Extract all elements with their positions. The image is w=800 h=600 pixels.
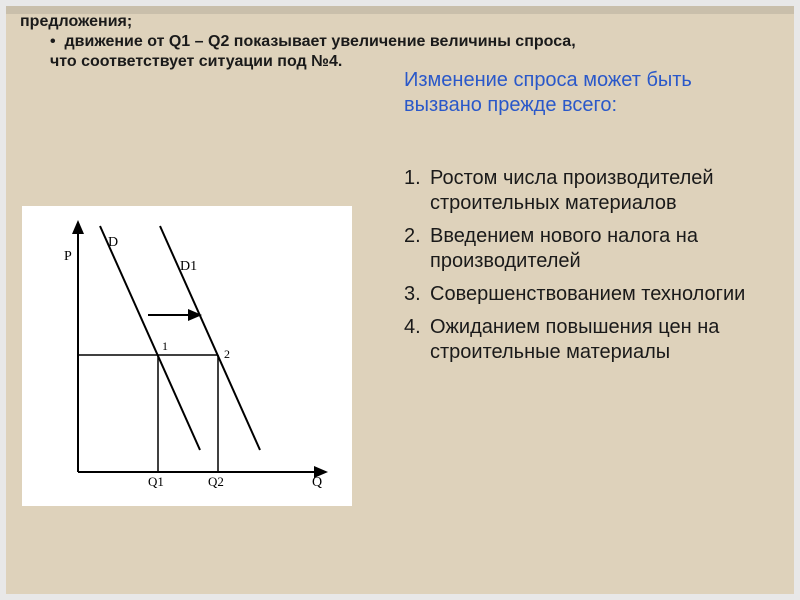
point-1-label: 1	[162, 339, 168, 353]
list-item-number: 3.	[404, 282, 430, 307]
list-item-text: Ожиданием повышения цен на строительные …	[430, 315, 774, 365]
answer-list: 1. Ростом числа производителей строитель…	[404, 166, 774, 373]
list-item-number: 2.	[404, 224, 430, 274]
list-item-text: Ростом числа производителей строительных…	[430, 166, 774, 216]
demand-chart: P Q D D1 1 2 Q1 Q2	[22, 206, 352, 506]
q2-label: Q2	[208, 474, 224, 489]
q1-label: Q1	[148, 474, 164, 489]
list-item-text: Совершенствованием технологии	[430, 282, 774, 307]
chart-inner: P Q D D1 1 2 Q1 Q2	[60, 220, 330, 490]
curve-d1	[160, 226, 260, 450]
top-text-block: предложения; • движение от Q1 – Q2 показ…	[20, 12, 580, 72]
curve-d1-label: D1	[180, 259, 197, 274]
curve-d-label: D	[108, 235, 118, 250]
y-axis-label: P	[64, 249, 72, 264]
overlay-heading: Изменение спроса может быть вызвано преж…	[404, 68, 704, 118]
list-item-text: Введением нового налога на производителе…	[430, 224, 774, 274]
list-item: 3. Совершенствованием технологии	[404, 282, 774, 307]
list-item: 4. Ожиданием повышения цен на строительн…	[404, 315, 774, 365]
x-axis-label: Q	[312, 475, 322, 490]
list-item: 1. Ростом числа производителей строитель…	[404, 166, 774, 216]
y-axis-arrowhead	[72, 220, 84, 234]
top-line2: движение от Q1 – Q2 показывает увеличени…	[50, 33, 576, 70]
slide: предложения; • движение от Q1 – Q2 показ…	[6, 6, 794, 594]
top-line2-wrap: • движение от Q1 – Q2 показывает увеличе…	[20, 32, 580, 72]
point-2-label: 2	[224, 347, 230, 361]
list-item-number: 4.	[404, 315, 430, 365]
shift-arrow-head	[188, 309, 202, 321]
list-item: 2. Введением нового налога на производит…	[404, 224, 774, 274]
top-line1: предложения;	[20, 13, 132, 30]
list-item-number: 1.	[404, 166, 430, 216]
bullet-glyph: •	[50, 33, 56, 50]
chart-svg: P Q D D1 1 2 Q1 Q2	[60, 220, 330, 490]
page-outer: предложения; • движение от Q1 – Q2 показ…	[0, 0, 800, 600]
